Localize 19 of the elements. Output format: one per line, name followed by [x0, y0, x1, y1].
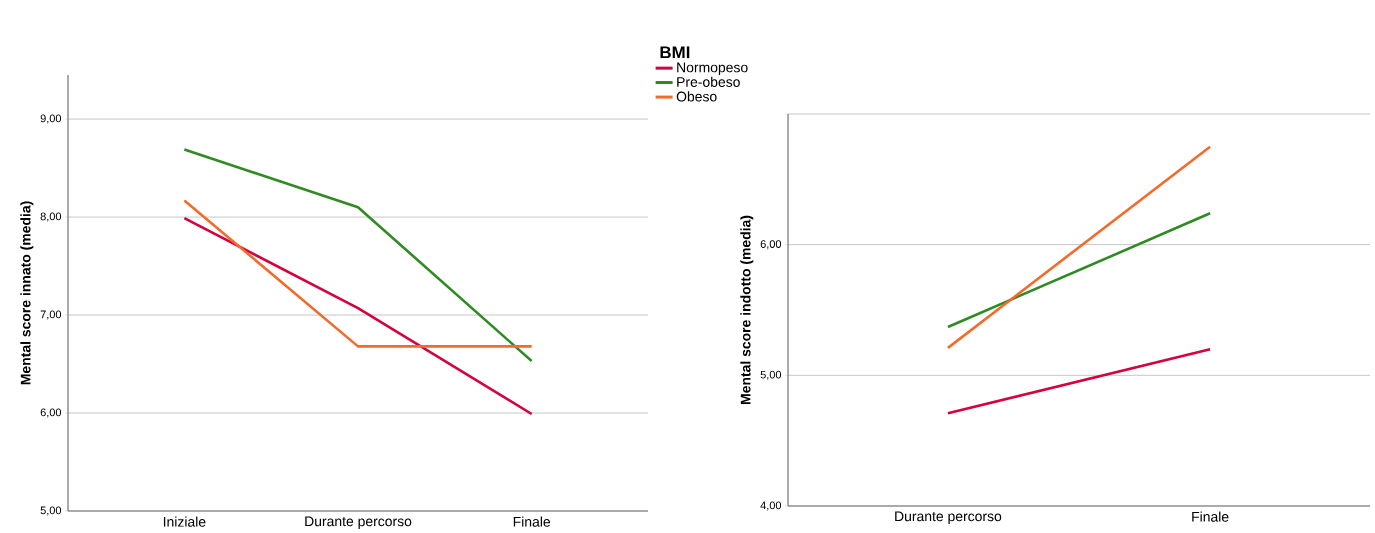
y-tick-label: 9,00: [40, 114, 62, 124]
y-tick-label: 5,00: [760, 370, 782, 380]
legend-label: Pre-obeso: [677, 76, 740, 87]
y-tick-label: 6,00: [40, 408, 62, 418]
legend-label: Normopeso: [677, 62, 748, 76]
y-tick-label: 7,00: [40, 310, 62, 320]
x-tick-label: Durante percorso: [895, 511, 1002, 524]
x-tick-label: Finale: [513, 516, 551, 527]
y-tick-label: 5,00: [40, 506, 62, 516]
legend-label: Obeso: [676, 91, 717, 102]
y-tick-label: 6,00: [760, 240, 782, 250]
legend-title: BMI: [660, 46, 690, 59]
y-axis-title: Mental score indotto (media): [740, 215, 754, 404]
x-tick-label: Iniziale: [163, 516, 206, 527]
x-tick-label: Durante percorso: [305, 516, 412, 529]
y-tick-label: 8,00: [40, 212, 62, 222]
y-tick-label: 4,00: [760, 501, 782, 511]
x-tick-label: Finale: [1192, 511, 1229, 522]
y-axis-title: Mental score innato (media): [20, 201, 34, 385]
